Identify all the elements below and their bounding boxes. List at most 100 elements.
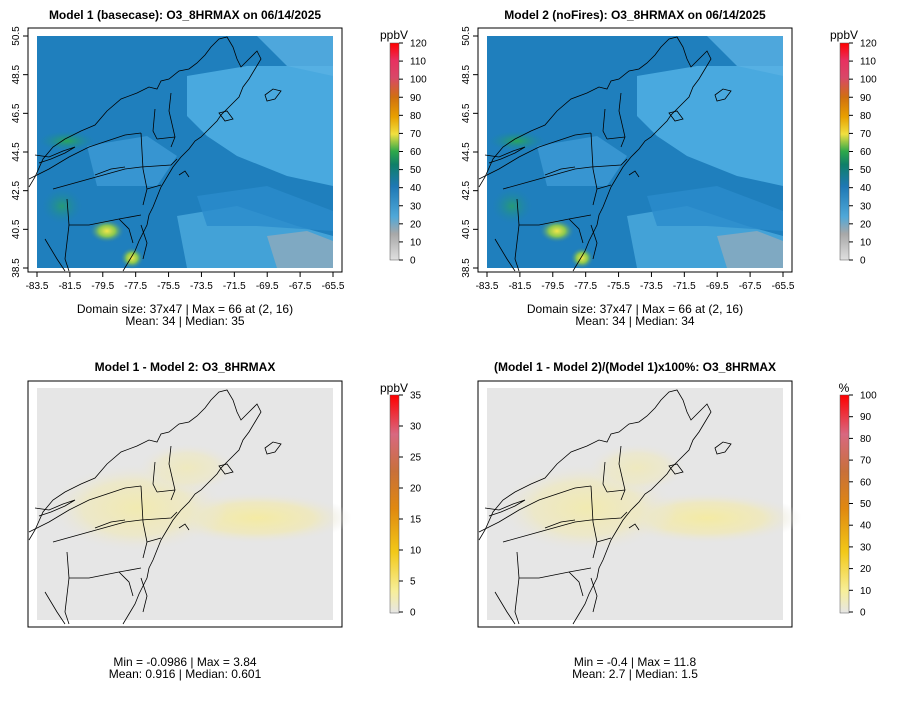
legend-unit: ppbV xyxy=(830,28,858,42)
colorbar-tick-label: 30 xyxy=(410,422,422,433)
y-tick-label: 48.5 xyxy=(461,64,472,84)
colorbar-gradient xyxy=(839,42,850,261)
colorbar: ppbV 0 5 10 15 20 25 30 35 xyxy=(380,381,422,619)
colorbar-tick-label: 80 xyxy=(860,111,872,122)
x-axis: -83.5 -81.5 -79.5 -77.5 -75.5 -73.5 -71.5 -69.5… xyxy=(476,271,795,292)
y-tick-label: 42.5 xyxy=(11,180,22,200)
colorbar-tick-label: 20 xyxy=(860,219,872,230)
panel-title: Model 2 (noFires): O3_8HRMAX on 06/14/20… xyxy=(504,8,766,22)
panel-model1: Model 1 (basecase): O3_8HRMAX on 06/14/2… xyxy=(11,8,427,328)
colorbar-tick-label: 60 xyxy=(860,147,872,158)
colorbar-tick-label: 40 xyxy=(860,183,872,194)
colorbar-tick-label: 120 xyxy=(860,39,877,50)
x-tick-label: -65.5 xyxy=(772,281,795,292)
colorbar-tick-label: 0 xyxy=(860,256,866,267)
y-tick-label: 48.5 xyxy=(11,64,22,84)
panel-difference: Model 1 - Model 2: O3_8HRMAX ppbV 0 5 10 15… xyxy=(27,360,422,681)
colorbar-tick-label: 120 xyxy=(410,39,427,50)
colorbar-tick-label: 0 xyxy=(410,608,416,619)
colorbar-tick-label: 100 xyxy=(860,75,877,86)
stats-line-2: Mean: 34 | Median: 34 xyxy=(575,314,695,328)
panel-title: (Model 1 - Model 2)/(Model 1)x100%: O3_8… xyxy=(494,360,776,374)
panel-percent-difference: (Model 1 - Model 2)/(Model 1)x100%: O3_8… xyxy=(477,360,877,681)
y-tick-label: 38.5 xyxy=(461,258,472,278)
panel-title: Model 1 - Model 2: O3_8HRMAX xyxy=(95,360,276,374)
y-tick-label: 46.5 xyxy=(11,103,22,123)
stats-line-1: Min = -0.0986 | Max = 3.84 xyxy=(113,655,257,669)
x-tick-label: -77.5 xyxy=(124,281,147,292)
colorbar-tick-label: 90 xyxy=(860,412,872,423)
x-tick-label: -67.5 xyxy=(289,281,312,292)
colorbar-tick-label: 70 xyxy=(410,129,422,140)
x-tick-label: -75.5 xyxy=(157,281,180,292)
colorbar-tick-label: 90 xyxy=(410,93,422,104)
colorbar-tick-label: 35 xyxy=(410,391,422,402)
stats-line-1: Min = -0.4 | Max = 11.8 xyxy=(574,655,697,669)
colorbar-tick-label: 10 xyxy=(410,237,422,248)
difference-field xyxy=(487,388,802,620)
y-tick-label: 44.5 xyxy=(11,142,22,162)
colorbar-tick-label: 15 xyxy=(410,515,422,526)
colorbar-tick-label: 100 xyxy=(860,391,877,402)
colorbar-tick-label: 20 xyxy=(860,564,872,575)
panel-title: Model 1 (basecase): O3_8HRMAX on 06/14/2… xyxy=(49,8,321,22)
y-tick-label: 50.5 xyxy=(461,26,472,46)
colorbar-tick-label: 0 xyxy=(860,608,866,619)
x-axis: -83.5 -81.5 -79.5 -77.5 -75.5 -73.5 -71.5 -69.5… xyxy=(26,271,345,292)
colorbar-tick-label: 30 xyxy=(860,201,872,212)
colorbar-tick-label: 20 xyxy=(410,219,422,230)
x-tick-label: -67.5 xyxy=(739,281,762,292)
y-axis: 38.5 40.5 42.5 44.5 46.5 48.5 50.5 xyxy=(461,26,479,278)
colorbar-tick-label: 70 xyxy=(860,129,872,140)
colorbar-tick-label: 10 xyxy=(860,237,872,248)
x-tick-label: -83.5 xyxy=(26,281,49,292)
y-tick-label: 40.5 xyxy=(11,219,22,239)
y-tick-label: 46.5 xyxy=(461,103,472,123)
colorbar-tick-label: 50 xyxy=(410,165,422,176)
colorbar-gradient xyxy=(839,394,850,614)
x-tick-label: -69.5 xyxy=(706,281,729,292)
y-tick-label: 42.5 xyxy=(461,180,472,200)
colorbar-tick-label: 50 xyxy=(860,499,872,510)
x-tick-label: -73.5 xyxy=(190,281,213,292)
y-tick-label: 40.5 xyxy=(461,219,472,239)
legend-unit: ppbV xyxy=(380,28,408,42)
colorbar-tick-label: 110 xyxy=(410,57,426,68)
stats-line-1: Domain size: 37x47 | Max = 66 at (2, 16) xyxy=(77,302,293,316)
colorbar-tick-label: 80 xyxy=(860,434,872,445)
stats-line-2: Mean: 34 | Median: 35 xyxy=(125,314,245,328)
stats-line-2: Mean: 2.7 | Median: 1.5 xyxy=(572,667,698,681)
colorbar-tick-label: 5 xyxy=(410,577,416,588)
y-axis: 38.5 40.5 42.5 44.5 46.5 48.5 50.5 xyxy=(11,26,29,278)
difference-field xyxy=(37,388,352,620)
x-tick-label: -81.5 xyxy=(508,281,531,292)
colorbar-tick-label: 20 xyxy=(410,484,422,495)
colorbar-tick-label: 110 xyxy=(860,57,876,68)
x-tick-label: -79.5 xyxy=(541,281,564,292)
x-tick-label: -81.5 xyxy=(58,281,81,292)
colorbar-tick-label: 70 xyxy=(860,456,872,467)
colorbar-tick-label: 10 xyxy=(410,546,422,557)
legend-unit: ppbV xyxy=(380,381,408,395)
colorbar-gradient xyxy=(389,394,400,614)
y-tick-label: 50.5 xyxy=(11,26,22,46)
colorbar-tick-label: 80 xyxy=(410,111,422,122)
x-tick-label: -73.5 xyxy=(640,281,663,292)
panel-model2: Model 2 (noFires): O3_8HRMAX on 06/14/20… xyxy=(461,8,877,328)
stats-line-1: Domain size: 37x47 | Max = 66 at (2, 16) xyxy=(527,302,743,316)
colorbar-tick-label: 25 xyxy=(410,453,422,464)
x-tick-label: -65.5 xyxy=(322,281,345,292)
colorbar: % 0 10 20 30 40 50 60 70 80 90 100 xyxy=(839,381,877,619)
colorbar-tick-label: 40 xyxy=(410,183,422,194)
colorbar-tick-label: 50 xyxy=(860,165,872,176)
colorbar-tick-label: 0 xyxy=(410,256,416,267)
x-tick-label: -75.5 xyxy=(607,281,630,292)
colorbar-tick-label: 10 xyxy=(860,586,872,597)
y-tick-label: 44.5 xyxy=(461,142,472,162)
colorbar-tick-label: 60 xyxy=(410,147,422,158)
legend-unit: % xyxy=(839,381,850,395)
x-tick-label: -79.5 xyxy=(91,281,114,292)
colorbar-tick-label: 30 xyxy=(410,201,422,212)
colorbar: ppbV 0 10 20 30 40 50 60 70 80 90 100 110 120 xyxy=(380,28,427,267)
